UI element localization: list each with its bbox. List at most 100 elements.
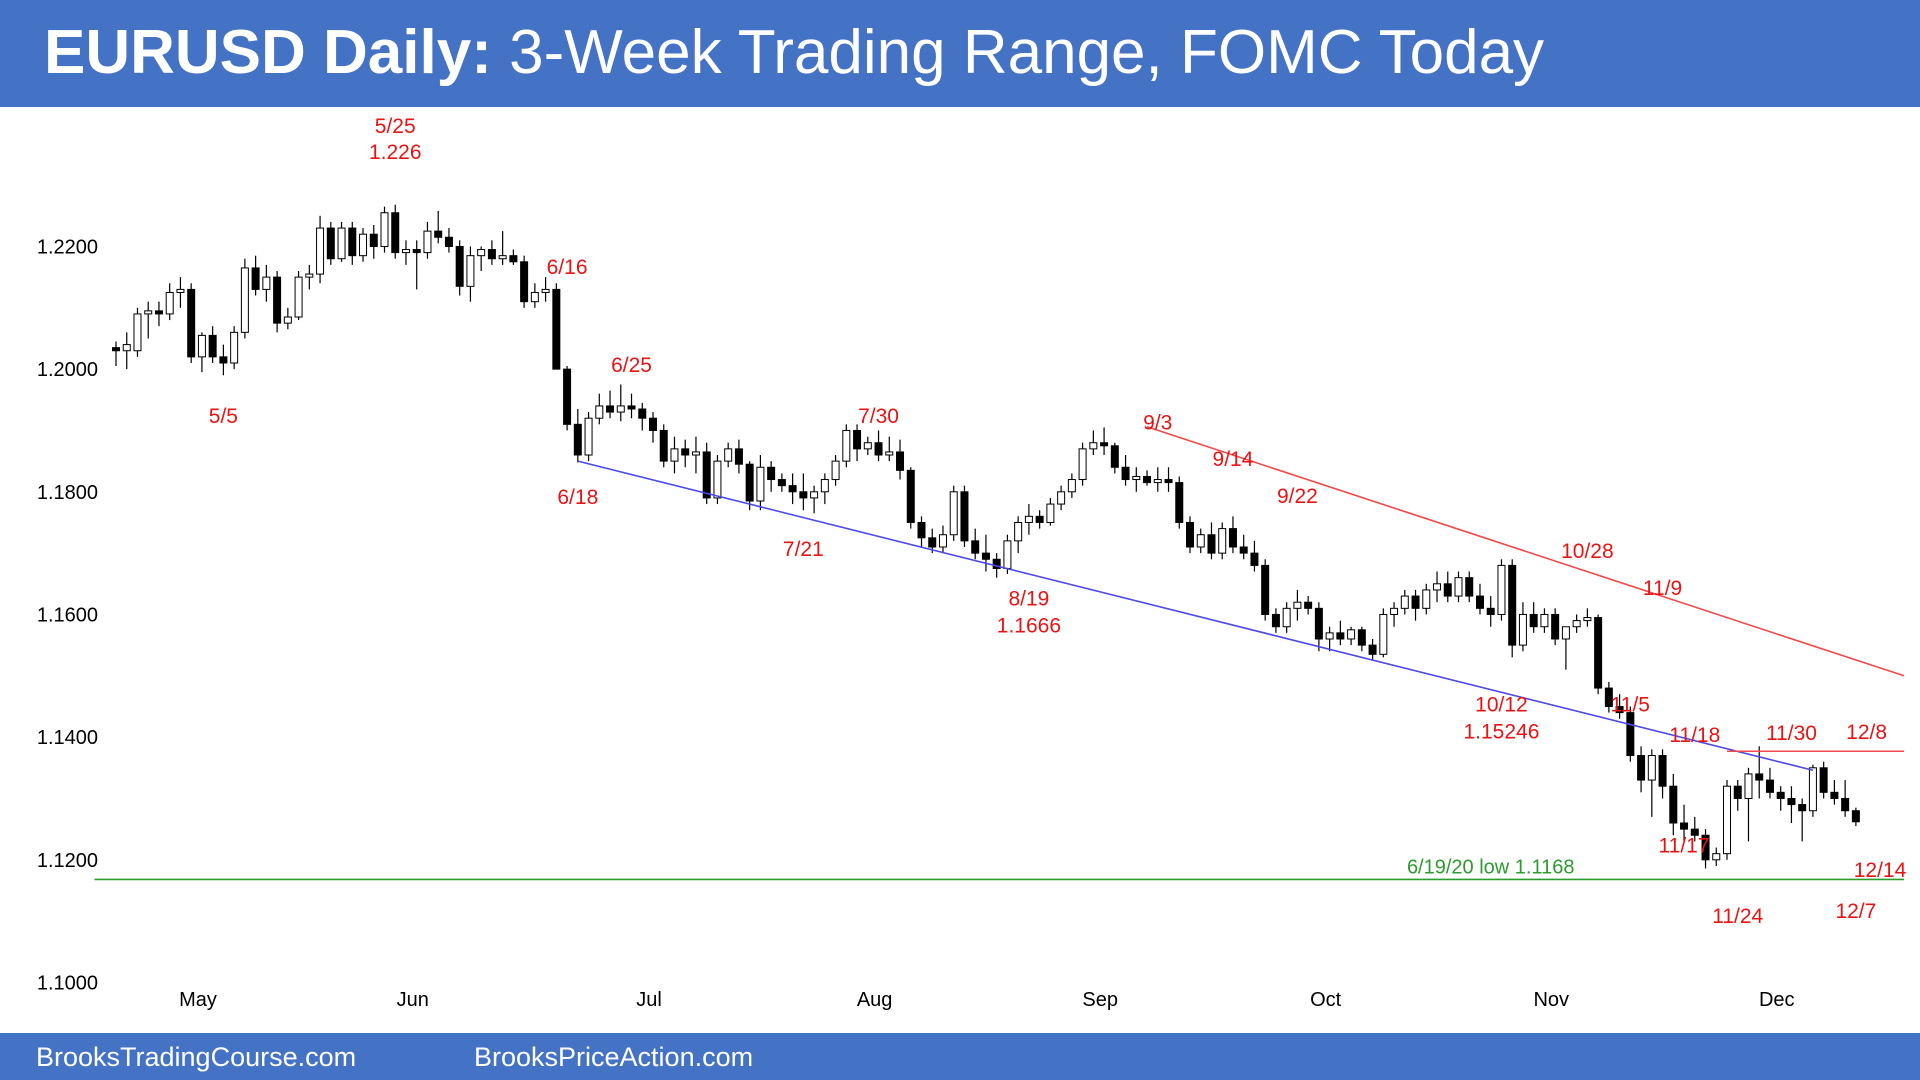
candle: [541, 277, 550, 302]
candle: [520, 255, 529, 308]
candle: [767, 461, 776, 492]
annotation-label: 11/18: [1669, 724, 1720, 747]
chart-area: 1.1000 1.1200 1.1400 1.1600 1.1800 1.2000 1.22…: [0, 107, 1920, 1033]
candle-body-bear: [1701, 834, 1710, 861]
annotation-label: 6/25: [611, 354, 652, 377]
annotation-label: 7/21: [783, 538, 824, 561]
title-description: 3-Week Trading Range, FOMC Today: [491, 18, 1545, 87]
candle-body-bull: [670, 448, 679, 462]
candle: [1110, 442, 1119, 474]
candle-body-bull: [691, 451, 700, 456]
annotation-label: 12/7: [1835, 900, 1876, 923]
annotation-label: 11/24: [1712, 905, 1763, 928]
candle: [1486, 596, 1495, 627]
candle: [530, 283, 539, 308]
candle: [1841, 780, 1850, 817]
candle-body-bull: [820, 479, 829, 493]
candle-body-bear: [1336, 632, 1345, 640]
candle: [863, 436, 872, 455]
candle-body-bull: [1003, 540, 1012, 569]
candle: [1443, 571, 1452, 603]
candle: [1164, 467, 1173, 492]
footer-link-brookstradingcourse[interactable]: BrooksTradingCourse.com: [36, 1042, 357, 1072]
candle: [649, 412, 657, 443]
candle-body-bull: [1024, 515, 1033, 523]
candle: [509, 249, 518, 265]
lower-channel-line: [577, 460, 1814, 772]
candle-body-bear: [1035, 515, 1044, 523]
candle: [262, 264, 271, 302]
candle: [1776, 786, 1785, 811]
candle-body-bull: [1744, 773, 1753, 799]
candle-body-bull: [1325, 632, 1334, 640]
candle: [154, 301, 163, 327]
annotation-label: 8/19: [1008, 587, 1049, 610]
candle: [1282, 602, 1291, 633]
chart-title: EURUSD Daily: 3-Week Trading Range, FOMC…: [44, 18, 1544, 88]
candle-body-bear: [649, 417, 657, 431]
candle: [1712, 847, 1721, 866]
candle: [756, 455, 765, 511]
annotation-label: 12/14: [1854, 859, 1907, 882]
candle: [938, 525, 947, 554]
candle: [1024, 504, 1033, 535]
candle-body-bear: [1228, 528, 1237, 548]
candle: [616, 384, 625, 422]
candle-body-bull: [530, 291, 539, 303]
candle: [691, 436, 700, 474]
candle: [122, 332, 131, 370]
candle-body-bull: [1057, 491, 1066, 505]
candle-body-bear: [1486, 607, 1495, 615]
candle: [1089, 430, 1098, 455]
annotation-label: 7/30: [858, 405, 899, 428]
y-tick-label: 1.1200: [37, 850, 98, 872]
candle-body-bear: [573, 423, 582, 456]
candle-body-bear: [1110, 445, 1119, 468]
title-symbol: EURUSD Daily:: [44, 18, 492, 87]
candle-body-bear: [1164, 479, 1173, 484]
x-tick-label: Aug: [857, 989, 893, 1011]
candle: [487, 240, 496, 265]
annotation-label: 10/28: [1561, 540, 1614, 563]
candle: [1744, 767, 1753, 842]
candle: [1615, 694, 1624, 719]
candle: [874, 430, 883, 462]
candle-body-bull: [466, 255, 475, 287]
candle: [316, 215, 325, 284]
candle-body-bear: [1443, 583, 1452, 597]
candle: [659, 424, 668, 468]
candle-body-bull: [1808, 767, 1817, 812]
candle: [1475, 583, 1484, 615]
candle-body-bear: [777, 479, 786, 487]
y-tick-label: 1.1600: [37, 604, 98, 626]
candles: [112, 204, 1860, 869]
candle-body-bear: [1658, 755, 1667, 787]
candle-body-bear: [552, 288, 561, 370]
x-tick-label: Oct: [1310, 989, 1342, 1011]
candle-body-bull: [724, 448, 733, 462]
candle: [434, 210, 443, 244]
candle-body-bear: [1239, 546, 1248, 554]
candle-body-bear: [391, 212, 400, 254]
candle: [455, 240, 464, 296]
candle-body-bull: [283, 316, 292, 324]
candle-body-bear: [1733, 785, 1742, 799]
candle-body-bear: [369, 233, 378, 247]
candle-body-bear: [487, 249, 496, 260]
candle-body-bear: [1250, 552, 1259, 566]
candle-body-bear: [1851, 810, 1860, 823]
y-tick-label: 1.2200: [37, 236, 98, 258]
annotation-label: 1.1666: [997, 614, 1061, 637]
candle-body-bull: [842, 429, 851, 462]
candle-body-bear: [981, 552, 990, 560]
candle: [466, 246, 475, 302]
candle: [896, 439, 905, 480]
axes: 1.1000 1.1200 1.1400 1.1600 1.1800 1.2000 1.22…: [37, 236, 1795, 1011]
candle: [745, 461, 754, 511]
x-tick-label: Jul: [636, 989, 662, 1011]
candle: [380, 206, 389, 253]
candle-body-bear: [606, 405, 615, 413]
candle-body-bear: [1755, 773, 1764, 781]
candle-body-bull: [1067, 479, 1076, 493]
footer-link-brookspriceaction[interactable]: BrooksPriceAction.com: [474, 1042, 754, 1072]
